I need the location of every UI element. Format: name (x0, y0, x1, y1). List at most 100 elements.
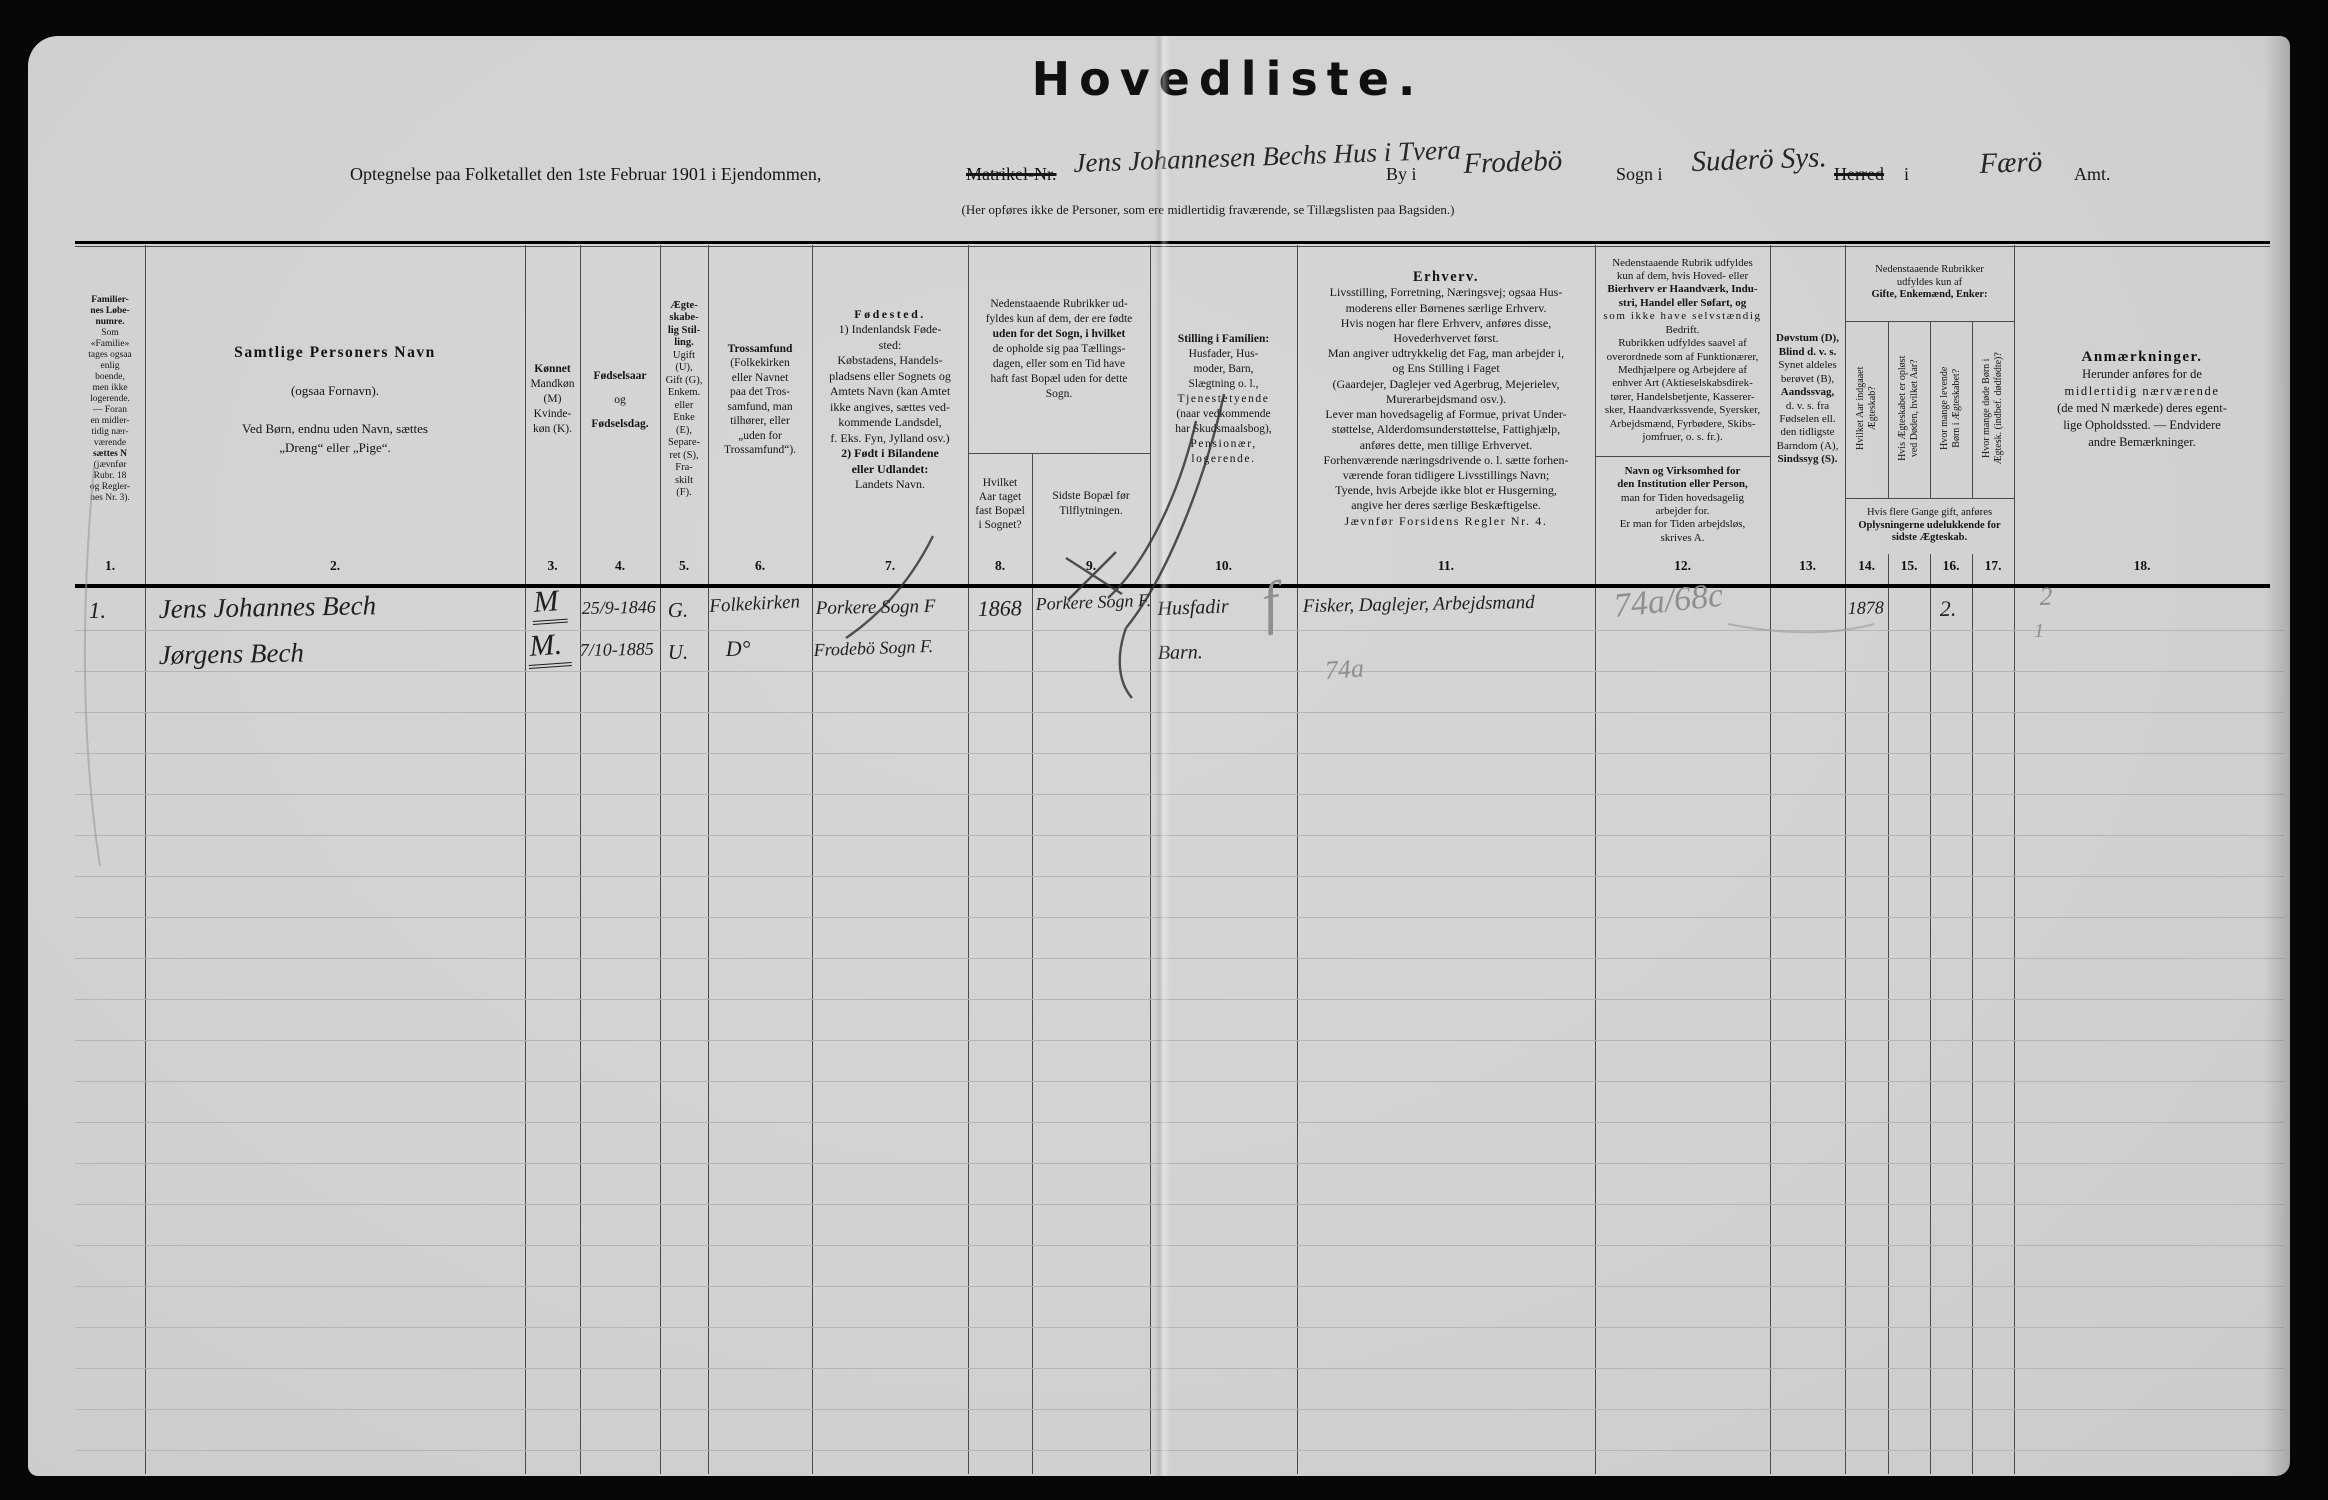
header-text-line: Arbejdsmænd, Fyrbødere, Skibs- (1609, 417, 1756, 430)
column-header-c15: Hvis Ægteskabet er opløst ved Døden, hvil… (1888, 321, 1930, 498)
column-number-c9: 9. (1085, 558, 1097, 573)
column-header-c9: Sidste Bopæl før Tilflytningen. (1032, 453, 1150, 554)
header-text-line: haft fast Bopæl uden for dette (990, 372, 1128, 385)
entry-cell-c7-row1: Porkere Sogn F (815, 595, 936, 620)
header-text-line: moderens eller Børnenes særlige Erhverv. (1345, 300, 1547, 315)
column-header-g1417f: Hvis flere Gange gift, anføres Oplysninge… (1845, 498, 2014, 554)
entry-cell-c4-row2: 7/10-1885 (579, 638, 654, 661)
header-text-line: som ikke have selvstændig (1603, 310, 1762, 323)
header-text-line: Aar taget (978, 490, 1022, 503)
header-text-line: arbejder for. (1655, 505, 1710, 517)
entry-cell-c7-row2: Frodebö Sogn F. (813, 635, 934, 661)
grid-vline (145, 245, 146, 1474)
header-text-line: (Folkekirken (730, 357, 790, 369)
column-header-c10: Stilling i Familien: Husfader, Hus-moder,… (1150, 245, 1297, 554)
header-text-line: (F). (676, 487, 692, 498)
column-header-c4: Fødselsaar og Fødselsdag. (580, 245, 660, 554)
header-text-line: tører, Handelsbetjente, Kasserer- (1610, 390, 1755, 403)
header-text-line: samfund, man (727, 400, 793, 413)
header-text-line: tilhører, eller (730, 415, 790, 427)
header-text-line: stri, Handel eller Søfart, og (1618, 296, 1747, 309)
grid-hline (1595, 456, 1770, 457)
header-text-line: Pensionær, (1190, 438, 1257, 450)
header-text-line: Murerarbejdsmand osv.). (1385, 391, 1507, 406)
grid-vline (1845, 245, 1846, 1474)
header-text-line: paa det Tros- (729, 386, 791, 398)
entry-cell-c11-row1: Fisker, Daglejer, Arbejdsmand (1302, 591, 1535, 618)
header-text-line: moder, Barn, (1193, 363, 1254, 375)
grid-vline (1972, 554, 1973, 1474)
header-text-line: Sidste Bopæl før (1052, 489, 1130, 502)
header-text-line: ling. (674, 337, 694, 348)
header-text-line: Tyende, hvis Arbejde ikke blot er Husger… (1335, 483, 1557, 498)
grid-vline (580, 245, 581, 1474)
column-number-c6: 6. (754, 558, 766, 573)
column-number-c12: 12. (1674, 558, 1691, 573)
header-text-line: Jævnfør Forsidens Regler Nr. 4. (1344, 513, 1548, 528)
header-text-line: kun af dem, hvis Hoved- eller (1616, 270, 1749, 283)
grid-vline (708, 245, 709, 1474)
header-text-line: Trossamfund (727, 342, 793, 355)
grid-vline (525, 245, 526, 1474)
header-text-line: Erhverv. (1413, 269, 1479, 286)
header-text-line: Separe- (667, 437, 701, 448)
header-text-line: andre Bemærkninger. (2088, 434, 2196, 449)
header-text-line: (E), (675, 424, 693, 436)
row-rule (75, 794, 2284, 795)
header-text-line: Fra- (675, 462, 693, 473)
header-text-line: udfyldes kun af (1896, 276, 1963, 288)
header-text-line: «Familie» (90, 339, 130, 349)
grid-hline (75, 584, 2270, 588)
grid-vline (1150, 245, 1151, 1474)
header-text-line: Kvinde- (533, 408, 572, 420)
header-text-line: sted: (878, 337, 902, 352)
header-text-line: dagen, eller som en Tid have (992, 357, 1126, 370)
header-text-line: Ved Børn, endnu uden Navn, sættes (242, 420, 428, 436)
header-text-line: man for Tiden hovedsagelig (1620, 491, 1745, 504)
column-number-c4: 4. (614, 558, 626, 573)
intro-struck-matrikel: Matrikel-Nr. (966, 164, 1057, 184)
header-text-line: Hvilket Aar indgaaet (1854, 366, 1866, 450)
header-text-line: Ugift (672, 349, 696, 361)
pencil-mark: f (1256, 569, 1284, 637)
header-text-line: logerende. (90, 394, 130, 404)
header-text-line: ret (S), (669, 449, 699, 461)
handwritten-sogn-name: Frodebö (1462, 144, 1563, 181)
header-text-line: ikke angives, sættes ved- (830, 399, 950, 414)
row-rule (75, 1368, 2284, 1369)
column-header-g1417t: Nedenstaaende Rubrikker udfyldes kun af Gi… (1845, 245, 2014, 321)
header-text-line: eller Navnet (731, 371, 789, 384)
column-number-c2: 2. (329, 558, 341, 573)
handwritten-amt-name: Færö (1978, 145, 2043, 181)
header-text-line: Fødselen ell. (1779, 412, 1836, 425)
header-text-line: Familier- (91, 295, 129, 305)
row-rule (75, 1286, 2284, 1287)
header-text-line: og Regler- (89, 482, 131, 492)
header-text-line: de opholde sig paa Tællings- (992, 342, 1126, 355)
entry-cell-c1-row1: 1. (88, 597, 107, 624)
header-text-line: Forhenværende næringsdrivende o. l. sætt… (1323, 452, 1569, 467)
header-text-line: (ogsaa Fornavn). (290, 382, 380, 398)
header-text-line: skabe- (669, 312, 699, 323)
row-rule (75, 1122, 2284, 1123)
column-header-c6: Trossamfund (Folkekirken eller Navnet paa d… (708, 245, 812, 554)
grid-vline (1888, 554, 1889, 1474)
header-text-line: i Sognet? (978, 518, 1022, 531)
header-text-line: Ægteskab? (1866, 385, 1878, 430)
grid-vline (1888, 321, 1889, 498)
column-header-c14: Hvilket Aar indgaaet Ægteskab? (1845, 321, 1888, 498)
column-header-c3: Kønnet Mandkøn (M) Kvinde-køn (K). (525, 245, 580, 554)
column-header-c13: Døvstum (D), Blind d. v. s. Synet aldeles b… (1770, 245, 1845, 554)
column-number-c7: 7. (884, 558, 896, 573)
header-text-line: Landets Navn. (855, 477, 925, 491)
column-number-c11: 11. (1437, 558, 1455, 573)
header-text-line: støttelse, Alderdomsunderstøttelse, Fatt… (1331, 422, 1561, 437)
header-text-line: ved Døden, hvilket Aar? (1909, 358, 1920, 457)
header-text-line: og Ens Stilling i Faget (1392, 361, 1500, 376)
header-text-line: Medhjælpere og Arbejdere af (1617, 363, 1748, 376)
header-text-line: værende (93, 438, 127, 448)
header-text-line: (Gaardejer, Daglejer ved Agerbrug, Mejer… (1332, 376, 1560, 391)
intro-printed-amt: Amt. (2074, 164, 2111, 184)
header-text-line: 2) Født i Bilandene (841, 446, 939, 460)
